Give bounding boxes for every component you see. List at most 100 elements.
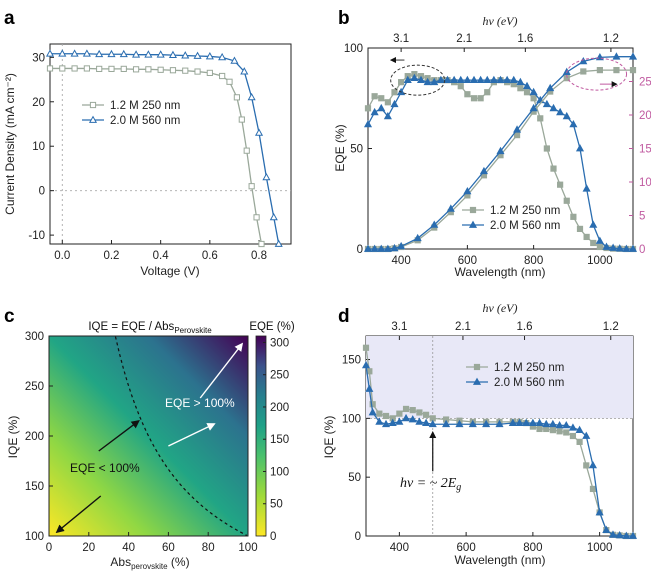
panel-d-series-1-point-20 xyxy=(528,418,537,426)
panel-a-series-1-point-13 xyxy=(205,52,214,60)
panel-b-ytick-label-2: 100 xyxy=(344,43,363,55)
panel-d-top-xlabel: hν (eV) xyxy=(483,301,518,315)
panel-d-series-1-point-3 xyxy=(375,417,384,425)
panel-d-series-1-point-31 xyxy=(602,525,611,534)
panel-c-xtick-label-2: 40 xyxy=(122,542,135,554)
panel-a-ytick-label-0: -10 xyxy=(28,230,45,242)
panel-a-series-1-point-0 xyxy=(45,49,55,57)
panel-d-series-1-point-32 xyxy=(608,530,618,538)
panel-a-ytick-label-4: 30 xyxy=(32,52,45,64)
panel-b-series-0-point-17 xyxy=(477,95,484,102)
panel-a-frame xyxy=(49,43,292,245)
panel-d-series-0-point-29 xyxy=(589,485,597,493)
panel-a-series-1-line xyxy=(50,53,280,245)
panel-b-y2tick-label-0: 0 xyxy=(639,244,645,256)
panel-b-series-1-point-3 xyxy=(383,111,392,120)
panel-a-series-0-point-7 xyxy=(132,66,140,73)
panel-b-series-3-point-12 xyxy=(513,125,522,133)
panel-a-xtick-label-0: 0.0 xyxy=(54,250,70,262)
panel-b-series-0-point-23 xyxy=(517,85,524,92)
panel-a-legend-marker-1 xyxy=(88,115,98,123)
annotation-2eg: hν = ~ 2Eg xyxy=(400,476,461,493)
panel-b-series-1-point-29 xyxy=(556,107,565,116)
panel-d-series-0-point-23 xyxy=(549,427,556,434)
panel-d-series-1-point-5 xyxy=(388,418,397,426)
panel-b-series-1-point-17 xyxy=(476,75,485,84)
panel-b-top-tick-label-0: 3.1 xyxy=(393,33,409,45)
panel-d-xtick-label-2: 800 xyxy=(523,542,542,554)
panel-d-series-1-point-28 xyxy=(582,431,591,439)
panel-b-series-0-point-30 xyxy=(563,197,570,204)
panel-a-ytick-label-2: 10 xyxy=(32,141,45,153)
panel-b-series-1-point-0 xyxy=(363,119,373,128)
panel-d-series-1-point-27 xyxy=(575,425,584,434)
panel-d-series-0-point-9 xyxy=(416,409,423,416)
panel-c-iqe-heatmap: 0 20 40 60 80 100 100 150 200 250 300 0 50 100 150 200 2… xyxy=(6,321,295,571)
panel-d-series-0-point-4 xyxy=(382,412,390,420)
panel-b-series-3-point-18 xyxy=(612,52,621,60)
panel-d-series-1-point-29 xyxy=(588,460,597,469)
annotation-eqe-below-100: EQE < 100% xyxy=(70,461,140,475)
panel-a-series-0-point-9 xyxy=(157,66,164,73)
panel-b-series-0-point-34 xyxy=(590,239,597,247)
panel-b-series-0-point-33 xyxy=(583,233,590,241)
panel-b-series-1-point-11 xyxy=(436,75,445,84)
panel-d-series-0-point-27 xyxy=(576,438,583,445)
panel-b-series-0-point-4 xyxy=(391,89,398,96)
panel-d-series-0-point-6 xyxy=(396,410,403,417)
panel-a-series-0-point-4 xyxy=(96,65,103,72)
panel-b-series-3-point-11 xyxy=(496,146,505,155)
panel-a-xtick-label-1: 0.2 xyxy=(103,250,119,262)
panel-d-series-0-point-3 xyxy=(376,410,383,417)
panel-a-ytick-label-1: 0 xyxy=(39,186,45,198)
panel-b-series-0-point-29 xyxy=(557,181,564,188)
panel-d-series-1-point-21 xyxy=(535,418,544,426)
panel-b-series-1-point-31 xyxy=(569,119,578,128)
panel-b-series-0-point-15 xyxy=(464,91,471,98)
panel-d-xlabel: Wavelength (nm) xyxy=(455,553,546,567)
panel-b-series-1-point-40 xyxy=(628,244,638,252)
panel-d-series-1-point-0 xyxy=(361,360,371,369)
panel-b-ylabel: EQE (%) xyxy=(333,124,347,171)
panel-d-top-tick-label-0: 3.1 xyxy=(391,321,407,333)
panel-b-series-1-point-37 xyxy=(609,243,618,251)
annotation-2eg-main: hν = ~ 2E xyxy=(400,476,457,491)
panel-c-title-sub: Perovskite xyxy=(174,326,212,335)
colorbar xyxy=(255,335,267,537)
panel-b-series-3-point-9 xyxy=(463,186,472,195)
panel-d-series-0-point-26 xyxy=(569,432,577,440)
panel-d-series-1-point-6 xyxy=(395,417,404,425)
panel-b-y2tick-label-5: 25 xyxy=(639,77,651,89)
panel-a-series-0-point-12 xyxy=(194,68,201,75)
panel-a-series-0-point-2 xyxy=(71,65,78,72)
eqe-100-boundary xyxy=(114,336,248,536)
colorbar-label: EQE (%) xyxy=(249,321,295,333)
panel-d-xtick-label-1: 600 xyxy=(457,542,476,554)
panel-d-series-1-point-24 xyxy=(555,420,564,429)
panel-d-legend-label-1: 2.0 M 560 nm xyxy=(494,377,564,389)
panel-b-series-1-point-30 xyxy=(562,111,571,120)
panel-a-series-1-point-17 xyxy=(247,92,256,101)
panel-b-series-1-point-9 xyxy=(423,77,432,86)
panel-b-series-1-point-27 xyxy=(542,99,551,108)
panel-c-xtick-label-4: 80 xyxy=(202,542,215,554)
panel-d-top-tick-label-1: 2.1 xyxy=(455,321,471,333)
colorbar-tick-label-2: 100 xyxy=(270,466,289,478)
panel-d-series-0-point-8 xyxy=(409,407,416,414)
panel-d-xtick-label-0: 400 xyxy=(390,542,409,554)
panel-a-legend-marker-0 xyxy=(89,101,97,109)
panel-a-xlabel: Voltage (V) xyxy=(140,264,199,278)
panel-c-xlabel: Absperovskite (%) xyxy=(110,555,189,571)
panel-a-series-1-point-14 xyxy=(218,52,227,61)
panel-d-legend-marker-0 xyxy=(473,363,481,371)
panel-d-series-0-point-24 xyxy=(556,428,563,435)
panel-a-series-1-point-16 xyxy=(240,67,249,75)
panel-d-series-1-point-8 xyxy=(408,415,417,423)
panel-b-series-1-point-35 xyxy=(595,236,604,244)
panel-b-series-0-point-14 xyxy=(457,83,464,90)
panel-a-xtick-label-3: 0.6 xyxy=(202,250,218,262)
panel-b-y2tick-label-4: 20 xyxy=(639,110,651,122)
panel-a-series-1-point-18 xyxy=(254,128,264,136)
panel-b-series-0-point-24 xyxy=(523,89,531,96)
panel-b-series-1-point-36 xyxy=(602,242,611,250)
